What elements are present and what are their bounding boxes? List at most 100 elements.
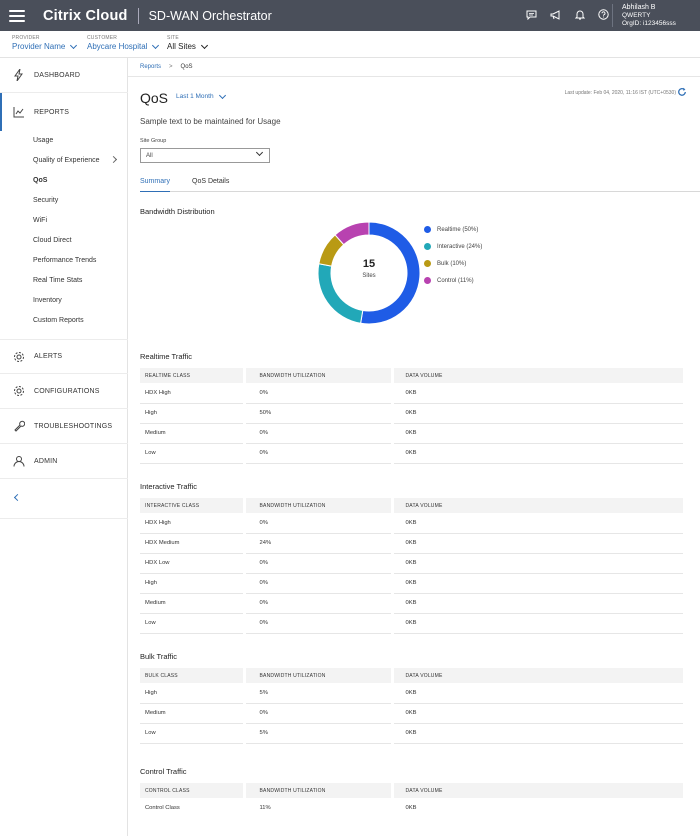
bandwidth-title: Bandwidth Distribution bbox=[140, 207, 215, 216]
table-cell: 0% bbox=[244, 443, 394, 464]
subnav-quality-of-experience[interactable]: Quality of Experience bbox=[0, 150, 128, 170]
table-row: High 0% 0KB bbox=[140, 573, 686, 594]
legend-label: Realtime (50%) bbox=[437, 226, 479, 233]
legend-item-realtime: Realtime (50%) bbox=[424, 226, 478, 233]
table-row: HDX High 0% 0KB bbox=[140, 383, 686, 404]
table-cell: 0% bbox=[244, 573, 394, 594]
column-header: BULK CLASS bbox=[140, 668, 246, 683]
realtime-traffic-title: Realtime Traffic bbox=[140, 352, 192, 361]
table-cell: High bbox=[140, 403, 246, 424]
subnav-usage[interactable]: Usage bbox=[33, 136, 54, 144]
nav-dashboard[interactable]: DASHBOARD bbox=[0, 58, 128, 93]
top-bar: Citrix Cloud SD-WAN Orchestrator Abhilas… bbox=[0, 0, 700, 31]
tab-qos-details[interactable]: QoS Details bbox=[192, 178, 230, 185]
site-group-select[interactable]: All bbox=[140, 148, 270, 163]
interactive-traffic-title: Interactive Traffic bbox=[140, 482, 197, 491]
provider-label: PROVIDER bbox=[12, 35, 40, 41]
table-cell: Medium bbox=[140, 423, 246, 444]
donut-center-value: 15 bbox=[362, 258, 376, 270]
chevron-down-icon bbox=[200, 41, 208, 49]
table-cell: Low bbox=[140, 613, 246, 634]
wrench-icon bbox=[12, 419, 26, 433]
nav-label: ALERTS bbox=[34, 353, 63, 360]
chevron-down-icon bbox=[70, 41, 78, 49]
site-value: All Sites bbox=[167, 42, 196, 51]
interactive-traffic-table: INTERACTIVE CLASS BANDWIDTH UTILIZATION … bbox=[140, 498, 686, 634]
megaphone-icon[interactable] bbox=[549, 8, 562, 21]
table-cell: 0KB bbox=[392, 513, 686, 534]
site-group-value: All bbox=[146, 152, 153, 159]
user-menu[interactable]: Abhilash B QWERTY OrgID: i123456sss bbox=[622, 4, 676, 28]
chevron-down-icon bbox=[152, 41, 160, 49]
bell-icon[interactable] bbox=[573, 8, 586, 21]
tab-bar: Summary QoS Details bbox=[140, 176, 700, 192]
table-cell: 0% bbox=[244, 423, 394, 444]
control-traffic-table: CONTROL CLASS BANDWIDTH UTILIZATION DATA… bbox=[140, 783, 686, 818]
table-row: HDX Medium 24% 0KB bbox=[140, 533, 686, 554]
table-cell: 0% bbox=[244, 553, 394, 574]
subnav-wifi[interactable]: WiFi bbox=[33, 216, 47, 224]
subnav-security[interactable]: Security bbox=[33, 196, 59, 204]
table-cell: 0KB bbox=[392, 383, 686, 404]
subnav-inventory[interactable]: Inventory bbox=[33, 296, 62, 304]
breadcrumb-reports[interactable]: Reports bbox=[140, 64, 162, 70]
hamburger-menu-icon[interactable] bbox=[9, 9, 25, 22]
subnav-cloud-direct[interactable]: Cloud Direct bbox=[33, 236, 72, 244]
chevron-right-icon bbox=[109, 155, 118, 164]
nav-troubleshootings[interactable]: TROUBLESHOOTINGS bbox=[0, 409, 128, 444]
nav-label: CONFIGURATIONS bbox=[34, 387, 100, 395]
column-header: REALTIME CLASS bbox=[140, 368, 246, 383]
date-range-selector[interactable]: Last 1 Month bbox=[176, 91, 226, 100]
site-selector[interactable]: SITE All Sites bbox=[167, 35, 208, 51]
help-icon[interactable] bbox=[597, 8, 610, 21]
table-cell: 50% bbox=[244, 403, 394, 424]
breadcrumb-separator: > bbox=[169, 64, 173, 70]
brand-logo[interactable]: Citrix Cloud bbox=[43, 7, 128, 24]
column-header: BANDWIDTH UTILIZATION bbox=[244, 668, 394, 683]
provider-selector[interactable]: PROVIDER Provider Name bbox=[12, 35, 78, 51]
gear-icon bbox=[12, 384, 26, 398]
bulk-traffic-title: Bulk Traffic bbox=[140, 652, 177, 661]
column-header: BANDWIDTH UTILIZATION bbox=[244, 498, 394, 513]
table-row: Low 5% 0KB bbox=[140, 723, 686, 744]
nav-admin[interactable]: ADMIN bbox=[0, 444, 128, 479]
subnav-custom-reports[interactable]: Custom Reports bbox=[33, 316, 84, 324]
customer-value: Abycare Hospital bbox=[87, 42, 148, 51]
column-header: DATA VOLUME bbox=[392, 498, 686, 513]
subnav-performance-trends[interactable]: Performance Trends bbox=[33, 256, 97, 264]
subnav-real-time-stats[interactable]: Real Time Stats bbox=[33, 276, 83, 284]
chat-icon[interactable] bbox=[525, 8, 538, 21]
nav-label: TROUBLESHOOTINGS bbox=[34, 422, 113, 430]
donut-slice-3[interactable] bbox=[334, 221, 370, 246]
page-title: QoS bbox=[140, 90, 169, 106]
chevron-down-icon bbox=[255, 148, 264, 157]
legend-swatch bbox=[424, 243, 431, 250]
legend-item-control: Control (11%) bbox=[424, 277, 474, 284]
table-row: Medium 0% 0KB bbox=[140, 703, 686, 724]
table-cell: HDX High bbox=[140, 383, 246, 404]
refresh-icon[interactable] bbox=[677, 87, 687, 97]
breadcrumb-current: QoS bbox=[180, 64, 193, 70]
table-cell: 0% bbox=[244, 383, 394, 404]
nav-label: REPORTS bbox=[34, 108, 70, 116]
legend-label: Control (11%) bbox=[437, 277, 474, 284]
table-row: Medium 0% 0KB bbox=[140, 593, 686, 614]
control-traffic-title: Control Traffic bbox=[140, 767, 187, 776]
table-cell: HDX High bbox=[140, 513, 246, 534]
tab-summary[interactable]: Summary bbox=[140, 178, 170, 192]
legend-label: Interactive (24%) bbox=[437, 243, 483, 250]
table-cell: 0% bbox=[244, 703, 394, 724]
date-range-value: Last 1 Month bbox=[176, 93, 214, 100]
nav-alerts[interactable]: ALERTS bbox=[0, 339, 128, 374]
user-icon bbox=[12, 454, 26, 468]
table-row: Medium 0% 0KB bbox=[140, 423, 686, 444]
collapse-sidebar-button[interactable] bbox=[0, 479, 128, 519]
table-cell: 0KB bbox=[392, 533, 686, 554]
nav-configurations[interactable]: CONFIGURATIONS bbox=[0, 374, 128, 409]
chevron-down-icon bbox=[218, 91, 226, 99]
customer-selector[interactable]: CUSTOMER Abycare Hospital bbox=[87, 35, 160, 51]
subnav-label: Quality of Experience bbox=[33, 156, 100, 164]
table-cell: 0% bbox=[244, 513, 394, 534]
subnav-qos[interactable]: QoS bbox=[33, 176, 48, 184]
nav-reports[interactable]: REPORTS bbox=[0, 93, 128, 131]
